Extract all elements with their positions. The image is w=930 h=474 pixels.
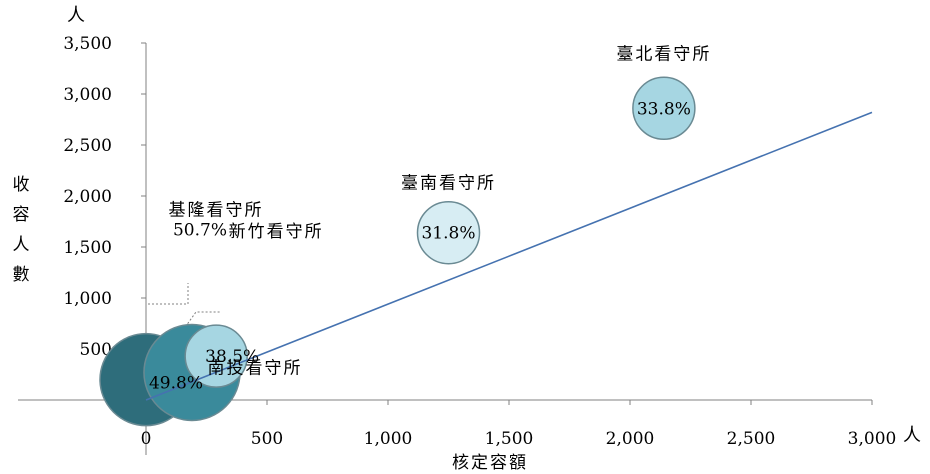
x-tick-label: 1,500 bbox=[485, 429, 534, 449]
x-tick-label: 0 bbox=[141, 429, 152, 449]
bubbles bbox=[99, 76, 696, 427]
y-tick-marks: 500 1,000 1,500 2,000 2,500 3,000 3,500 bbox=[63, 34, 146, 360]
x-tick-label: 2,500 bbox=[727, 429, 776, 449]
y-axis-title: 收容人數 bbox=[13, 175, 32, 285]
bubble-name-label: 南投看守所 bbox=[207, 358, 302, 378]
y-tick-label: 2,000 bbox=[63, 187, 112, 207]
x-axis-unit: 人 bbox=[903, 425, 921, 446]
bubble-rate-label: 31.8% bbox=[421, 224, 475, 244]
y-axis-unit: 人 bbox=[67, 5, 85, 26]
bubble-rate-label: 49.8% bbox=[149, 373, 203, 393]
y-tick-label: 3,000 bbox=[63, 85, 112, 105]
x-axis-title: 核定容額 bbox=[452, 453, 528, 473]
y-tick-label: 1,000 bbox=[63, 289, 112, 309]
x-tick-label: 1,000 bbox=[364, 429, 413, 449]
bubble bbox=[416, 200, 481, 265]
bubble bbox=[184, 324, 248, 388]
bubble bbox=[632, 76, 696, 141]
bubble-name-label: 臺南看守所 bbox=[401, 174, 496, 194]
y-tick-label: 2,500 bbox=[63, 136, 112, 156]
bubble-name-label: 基隆看守所 bbox=[169, 201, 264, 221]
bubble-rate-label: 50.7% bbox=[173, 221, 227, 241]
bubble-name-label: 臺北看守所 bbox=[616, 44, 711, 64]
y-tick-label: 1,500 bbox=[63, 238, 112, 258]
bubble-rate-label: 33.8% bbox=[637, 99, 691, 119]
x-tick-label: 500 bbox=[251, 429, 283, 449]
trend-line bbox=[145, 111, 873, 401]
x-tick-label: 2,000 bbox=[606, 429, 655, 449]
bubble-name-label: 新竹看守所 bbox=[229, 222, 324, 242]
x-tick-label: 3,000 bbox=[848, 429, 897, 449]
bubble-rate-label: 38.5% bbox=[205, 347, 259, 367]
x-tick-marks: 0 500 1,000 1,500 2,000 2,500 3,000 bbox=[141, 400, 897, 449]
y-tick-label: 500 bbox=[80, 340, 112, 360]
y-tick-label: 3,500 bbox=[63, 34, 112, 54]
